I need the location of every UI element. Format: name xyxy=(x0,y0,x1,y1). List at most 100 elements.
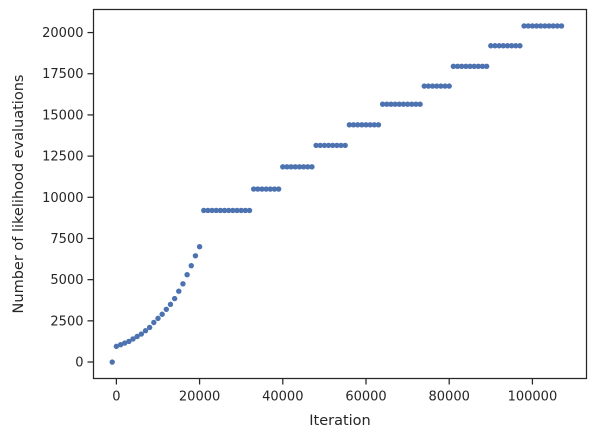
data-point xyxy=(325,142,332,149)
data-point xyxy=(463,63,469,70)
x-axis-label: Iteration xyxy=(309,413,371,429)
data-point xyxy=(280,164,286,170)
data-point xyxy=(284,164,290,170)
data-point xyxy=(467,63,473,70)
data-point xyxy=(550,23,556,29)
y-tick-label: 7500 xyxy=(50,232,83,247)
data-point xyxy=(321,142,328,149)
data-point xyxy=(434,83,440,89)
data-point xyxy=(275,186,282,192)
data-points xyxy=(109,23,565,365)
data-point xyxy=(429,83,436,89)
data-point xyxy=(126,338,132,345)
data-point xyxy=(267,186,274,192)
x-tick-label: 0 xyxy=(112,390,120,405)
data-point xyxy=(496,43,502,49)
x-tick-label: 40000 xyxy=(262,390,303,405)
data-point xyxy=(425,83,432,89)
data-point xyxy=(363,122,369,128)
data-point xyxy=(500,43,506,49)
y-tick-label: 10000 xyxy=(42,191,83,206)
x-tick-label: 60000 xyxy=(345,390,386,405)
data-point xyxy=(413,101,419,107)
data-point xyxy=(475,63,482,70)
data-point xyxy=(188,262,194,269)
data-point xyxy=(230,207,236,214)
y-tick-label: 5000 xyxy=(50,273,83,288)
x-tick-label: 80000 xyxy=(429,390,470,405)
data-point xyxy=(504,43,511,49)
data-point xyxy=(238,207,244,214)
data-point xyxy=(167,301,174,308)
data-point xyxy=(163,306,170,313)
data-point xyxy=(142,328,149,334)
data-point xyxy=(180,281,186,287)
data-point xyxy=(155,315,161,322)
data-point xyxy=(346,122,353,128)
data-point xyxy=(201,207,207,214)
data-point xyxy=(392,101,398,107)
data-point xyxy=(354,122,361,128)
data-point xyxy=(330,142,336,149)
data-point xyxy=(508,43,515,49)
data-point xyxy=(317,142,323,149)
data-point xyxy=(292,164,298,170)
data-point xyxy=(421,83,427,89)
data-point xyxy=(400,101,407,107)
data-point xyxy=(263,186,269,192)
data-point xyxy=(375,122,382,128)
data-point xyxy=(259,186,265,192)
data-point xyxy=(517,43,523,49)
data-point xyxy=(151,319,157,326)
data-point xyxy=(409,101,415,107)
data-point xyxy=(558,23,565,29)
data-point xyxy=(271,186,278,192)
data-point xyxy=(146,324,153,331)
data-point xyxy=(538,23,544,29)
data-point xyxy=(350,122,357,128)
data-point xyxy=(209,207,215,214)
data-point xyxy=(396,101,402,107)
data-point xyxy=(338,142,344,149)
y-tick-label: 12500 xyxy=(42,150,83,165)
data-point xyxy=(525,23,531,29)
y-tick-label: 17500 xyxy=(42,67,83,82)
plot-area xyxy=(92,8,588,380)
data-point xyxy=(442,83,448,89)
data-point xyxy=(342,142,348,149)
data-point xyxy=(217,207,224,214)
data-point xyxy=(288,164,294,170)
data-point xyxy=(296,164,303,170)
data-point xyxy=(533,23,540,29)
data-point xyxy=(184,272,190,278)
data-point xyxy=(255,186,261,192)
data-point xyxy=(159,311,165,317)
y-axis-ticks: 0 2500 5000 7500 10000 12500 15000 17500 20000 xyxy=(42,26,94,371)
data-point xyxy=(438,83,444,89)
data-point xyxy=(234,207,240,214)
x-tick-label: 20000 xyxy=(179,390,220,405)
data-point xyxy=(554,23,561,29)
data-point xyxy=(313,142,319,149)
y-tick-label: 20000 xyxy=(42,26,83,41)
data-point xyxy=(458,63,465,70)
data-point xyxy=(446,83,452,89)
data-point xyxy=(117,342,124,348)
data-point xyxy=(359,122,365,128)
data-point xyxy=(226,207,232,214)
data-point xyxy=(371,122,378,128)
data-point xyxy=(138,331,145,337)
data-point xyxy=(250,186,257,192)
data-point xyxy=(513,43,519,49)
data-point xyxy=(305,164,311,170)
data-point xyxy=(417,101,423,107)
data-point xyxy=(404,101,411,107)
data-point xyxy=(542,23,548,29)
data-point xyxy=(379,101,386,107)
data-point xyxy=(471,63,477,70)
data-point xyxy=(130,336,136,342)
data-point xyxy=(546,23,552,29)
data-point xyxy=(300,164,307,170)
data-point xyxy=(454,63,461,70)
